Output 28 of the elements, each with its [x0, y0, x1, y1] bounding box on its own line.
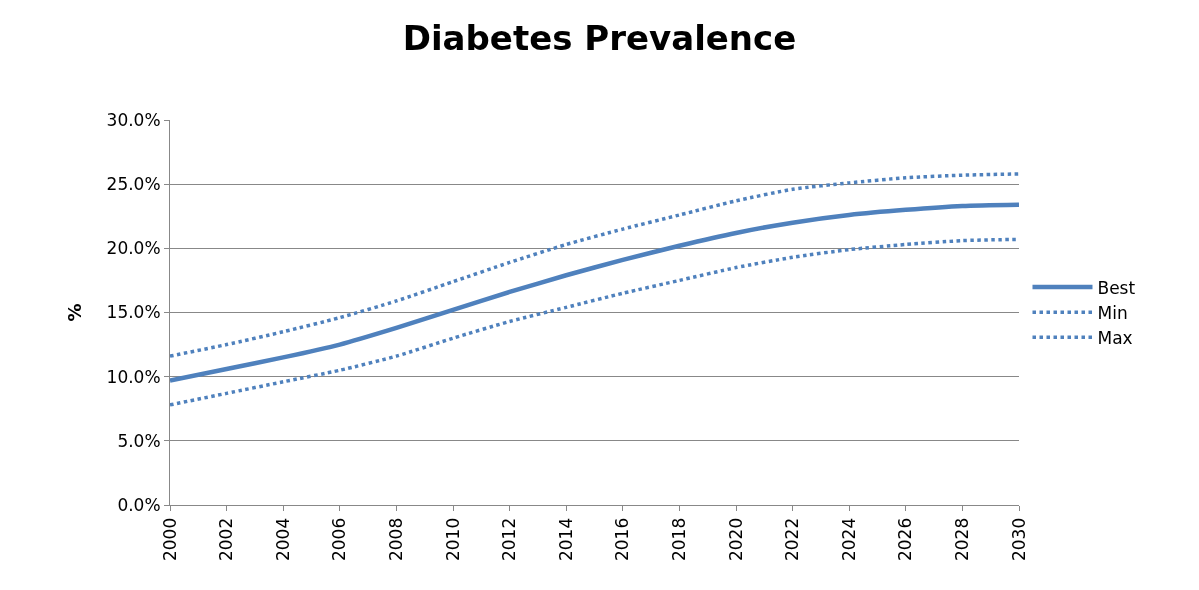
- legend-label: Min: [1097, 302, 1128, 323]
- x-tick-label: 2008: [385, 517, 406, 562]
- chart-title: Diabetes Prevalence: [402, 18, 797, 59]
- legend-label: Best: [1097, 277, 1136, 298]
- legend-label: Max: [1097, 327, 1133, 348]
- x-tick-label: 2014: [555, 517, 576, 562]
- x-tick-label: 2000: [159, 517, 180, 562]
- x-tick-label: 2022: [782, 517, 803, 562]
- y-tick-label: 5.0%: [117, 430, 161, 451]
- x-tick-label: 2004: [272, 517, 293, 562]
- x-tick-label: 2020: [725, 517, 746, 562]
- x-tick-label: 2002: [216, 517, 237, 562]
- x-tick-label: 2006: [329, 517, 350, 562]
- x-tick-label: 2026: [895, 517, 916, 562]
- x-tick-label: 2024: [838, 517, 859, 562]
- x-tick-label: 2028: [951, 517, 972, 562]
- x-tick-label: 2018: [668, 517, 689, 562]
- y-tick-label: 15.0%: [106, 302, 161, 323]
- x-tick-label: 2030: [1008, 517, 1029, 562]
- x-tick-label: 2016: [612, 517, 633, 562]
- x-tick-label: 2012: [499, 517, 520, 562]
- y-tick-label: 30.0%: [106, 109, 161, 130]
- y-tick-label: 10.0%: [106, 366, 161, 387]
- y-tick-label: 0.0%: [117, 494, 161, 515]
- y-tick-label: 20.0%: [106, 238, 161, 259]
- y-axis-title: %: [63, 303, 85, 322]
- y-tick-label: 25.0%: [106, 174, 161, 195]
- x-tick-label: 2010: [442, 517, 463, 562]
